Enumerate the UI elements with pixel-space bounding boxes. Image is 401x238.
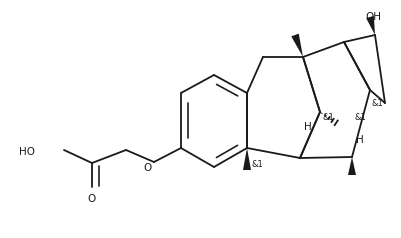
Text: &1: &1 [251, 160, 263, 169]
Text: O: O [144, 163, 152, 173]
Text: OH: OH [364, 12, 380, 22]
Text: H: H [355, 135, 363, 145]
Text: &1: &1 [354, 114, 366, 123]
Polygon shape [347, 157, 355, 175]
Polygon shape [290, 34, 302, 57]
Polygon shape [365, 16, 374, 35]
Text: H: H [304, 122, 311, 132]
Text: &1: &1 [322, 113, 334, 122]
Text: O: O [88, 194, 96, 204]
Polygon shape [242, 148, 250, 170]
Text: &1: &1 [371, 99, 383, 108]
Text: HO: HO [19, 147, 35, 157]
